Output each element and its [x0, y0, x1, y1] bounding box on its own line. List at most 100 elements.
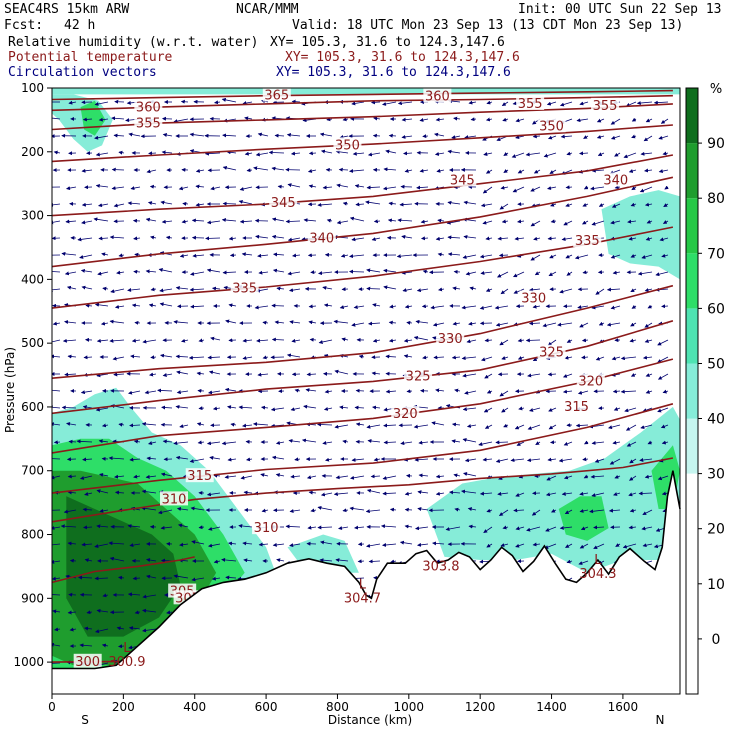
- wind-vector: [353, 305, 365, 310]
- wind-vector: [637, 271, 653, 276]
- wind-vector: [388, 201, 397, 206]
- wind-vector: [481, 356, 493, 362]
- low-value: 304.3: [579, 567, 616, 582]
- wind-vector: [80, 268, 93, 273]
- wind-vector: [96, 489, 109, 494]
- wind-vector: [114, 474, 125, 479]
- wind-vector: [68, 439, 77, 444]
- wind-vector: [365, 200, 381, 205]
- wind-vector: [196, 422, 205, 427]
- wind-vector: [388, 133, 397, 138]
- wind-vector: [628, 169, 637, 173]
- wind-vector: [243, 490, 253, 495]
- wind-vector: [94, 302, 109, 307]
- wind-vector: [579, 151, 589, 156]
- wind-vector: [645, 389, 653, 394]
- wind-vector: [64, 372, 77, 377]
- wind-vector: [159, 302, 173, 307]
- wind-vector: [434, 151, 445, 156]
- wind-vector: [418, 473, 429, 478]
- wind-vector: [241, 252, 253, 257]
- wind-vector: [484, 338, 493, 343]
- wind-vector: [84, 558, 93, 563]
- wind-vector: [147, 201, 157, 206]
- wind-vector: [485, 288, 493, 292]
- wind-vector: [261, 405, 269, 410]
- wind-vector: [579, 322, 589, 328]
- wind-vector: [110, 288, 125, 294]
- wind-vector: [190, 304, 205, 309]
- wind-vector: [290, 151, 301, 156]
- wind-vector: [445, 526, 461, 531]
- wind-vector: [389, 507, 397, 512]
- wind-vector: [657, 356, 669, 363]
- wind-vector: [590, 186, 605, 191]
- wind-vector: [417, 490, 429, 495]
- wind-vector: [610, 135, 621, 140]
- wind-vector: [565, 543, 573, 548]
- wind-vector: [495, 458, 509, 463]
- wind-vector: [222, 165, 237, 171]
- wind-vector: [642, 355, 653, 360]
- theta-contour-label: 310: [162, 492, 187, 507]
- wind-vector: [96, 373, 109, 378]
- wind-vector: [641, 526, 653, 531]
- wind-vector: [620, 389, 637, 394]
- wind-vector: [221, 218, 237, 223]
- wind-vector: [146, 456, 157, 461]
- wind-vector: [515, 492, 525, 497]
- wind-vector: [368, 559, 381, 564]
- wind-vector: [563, 441, 573, 446]
- theta-contour-label: 320: [393, 407, 418, 422]
- wind-vector: [111, 186, 125, 191]
- wind-vector: [221, 557, 237, 562]
- wind-vector: [609, 458, 621, 465]
- wind-vector: [149, 184, 157, 189]
- wind-vector: [256, 338, 269, 343]
- wind-vector: [494, 305, 509, 310]
- wind-vector: [52, 609, 61, 614]
- wind-vector: [127, 201, 141, 206]
- x-tick-label: 1400: [536, 700, 567, 714]
- wind-vector: [366, 424, 381, 429]
- wind-vector: [133, 474, 141, 479]
- wind-vector: [77, 237, 93, 242]
- wind-vector: [628, 525, 637, 530]
- wind-vector: [404, 507, 413, 512]
- wind-vector: [127, 592, 141, 597]
- wind-vector: [533, 169, 541, 174]
- wind-vector: [655, 271, 669, 277]
- wind-vector: [98, 203, 109, 208]
- wind-vector: [595, 356, 605, 361]
- wind-vector: [466, 424, 477, 428]
- wind-vector: [403, 338, 413, 343]
- wind-vector: [276, 558, 285, 563]
- wind-vector: [357, 559, 365, 564]
- wind-vector: [631, 134, 637, 139]
- wind-vector: [214, 100, 221, 105]
- wind-vector: [190, 271, 205, 276]
- field-xy-rh: XY= 105.3, 31.6 to 124.3,147.6: [270, 35, 505, 50]
- theta-contour-line: [52, 154, 674, 217]
- wind-vector: [98, 439, 109, 444]
- wind-vector: [210, 336, 221, 341]
- wind-vector: [435, 117, 445, 122]
- theta-contour-label: 345: [450, 173, 475, 188]
- wind-vector: [590, 474, 605, 479]
- y-tick-label: 200: [21, 145, 44, 159]
- wind-vector: [306, 475, 317, 480]
- wind-vector: [67, 490, 77, 495]
- wind-vector: [102, 286, 109, 291]
- wind-vector: [192, 253, 205, 258]
- wind-vector: [162, 439, 173, 444]
- wind-vector: [422, 269, 429, 274]
- wind-vector: [320, 540, 333, 545]
- wind-vector: [323, 406, 333, 411]
- wind-vector: [561, 237, 573, 242]
- valid-time: Valid: 18 UTC Mon 23 Sep 13 (13 CDT Mon …: [292, 18, 684, 33]
- wind-vector: [543, 152, 557, 158]
- wind-vector: [190, 506, 205, 511]
- wind-vector: [404, 304, 413, 309]
- wind-vector: [431, 421, 445, 426]
- wind-vector: [258, 542, 269, 547]
